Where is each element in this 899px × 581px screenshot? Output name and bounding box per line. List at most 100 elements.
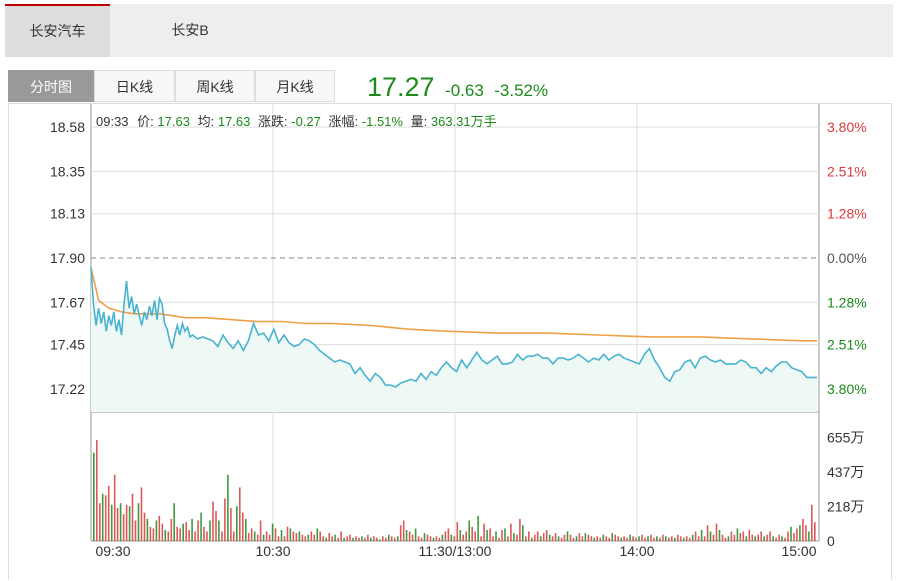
volume-bar [393,537,396,541]
price-change: -0.63 [445,81,484,100]
volume-bar [113,474,116,541]
volume-bar [468,520,470,541]
volume-bar [650,534,652,541]
volume-bar [137,503,140,541]
volume-bar [790,526,792,541]
volume-bar [569,534,572,541]
tab-weekly-k[interactable]: 周K线 [175,70,255,102]
last-price: 17.27 [367,72,435,102]
volume-bar [233,531,235,541]
volume-bar [715,523,718,541]
volume-bar [96,440,98,541]
info-time: 09:33 [96,114,129,129]
volume-bar [805,525,807,541]
info-change: -0.27 [291,114,321,129]
volume-bar [665,536,667,541]
volume-bar [134,520,137,541]
volume-tick-label: 655万 [827,430,864,446]
volume-bar [298,531,301,541]
volume-bar [718,530,721,541]
volume-bar [432,537,435,541]
volume-bar [447,528,450,541]
volume-bar [453,536,456,541]
volume-bar [200,512,202,541]
tab-daily-k[interactable]: 日K线 [94,70,175,102]
volume-bar [498,537,500,541]
volume-bar [402,520,405,541]
y-tick-label: 17.22 [50,381,85,397]
volume-bar [536,531,539,541]
volume-bar [733,534,736,541]
volume-bar [388,534,390,541]
volume-bar [778,534,780,541]
volume-bar [140,487,143,541]
volume-bar [176,526,178,541]
volume-bar [423,533,426,541]
volume-bar [489,528,491,541]
volume-bar [450,534,453,541]
volume-bar [492,536,494,541]
volume-bar [343,537,345,541]
volume-bar [507,536,509,541]
y-tick-label: 18.35 [50,163,85,179]
volume-bar [110,504,113,541]
tab-label: 分时图 [30,79,72,95]
volume-bar [602,534,605,541]
volume-bar [167,531,170,541]
tab-changan-b[interactable]: 长安B [145,4,235,57]
volume-bar [706,525,709,541]
volume-bar [271,523,274,541]
volume-bar [772,536,774,541]
volume-bar [396,536,399,541]
tab-changan-auto[interactable]: 长安汽车 [5,4,110,57]
volume-bar [465,531,467,541]
volume-bar [793,533,795,541]
volume-bar [411,534,414,541]
pct-tick-label: 1.28% [827,294,867,310]
tab-monthly-k[interactable]: 月K线 [255,70,335,102]
volume-bar [668,537,670,541]
volume-bar [125,504,128,541]
volume-bar [542,533,545,541]
volume-bar [474,531,476,541]
volume-bar [435,536,438,541]
volume-bar [334,534,336,541]
volume-bar [364,537,366,541]
info-price: 17.63 [157,114,190,129]
pct-tick-label: 2.51% [827,163,867,179]
y-tick-label: 18.13 [50,206,85,222]
x-tick-label: 15:00 [781,543,816,559]
volume-bar [572,537,575,541]
volume-bar [462,534,464,541]
volume-bar [471,526,473,541]
volume-bar [253,531,256,541]
volume-tick-label: 218万 [827,499,864,515]
axis-labels: 18.58 3.80% 18.35 2.51% 18.13 1.28% 17.90 0.00%… [50,119,867,559]
chart-container: 18.58 3.80% 18.35 2.51% 18.13 1.28% 17.90 0.00%… [8,103,892,580]
volume-bar [331,536,333,541]
volume-bar [313,534,316,541]
volume-bar [107,485,110,541]
volume-bar [328,533,330,541]
volume-bar [390,536,393,541]
volume-bar [242,512,244,541]
volume-bar [274,528,277,541]
volume-bar [382,536,384,541]
volume-bar [671,536,673,541]
tab-intraday[interactable]: 分时图 [8,70,94,102]
volume-bar [239,487,241,541]
volume-bar [691,534,694,541]
volume-bar [262,534,265,541]
volume-bar [495,531,497,541]
volume-bar [694,531,697,541]
volume-bar [811,504,813,541]
volume-bar [355,536,357,541]
volume-bar [104,495,107,541]
volume-bar [93,452,95,541]
volume-bar [408,531,411,541]
price-change-pct: -3.52% [494,81,549,100]
volume-bar [563,534,566,541]
pct-tick-label: 1.28% [827,206,867,222]
volume-bar [599,537,602,541]
volume-bar [614,534,616,541]
